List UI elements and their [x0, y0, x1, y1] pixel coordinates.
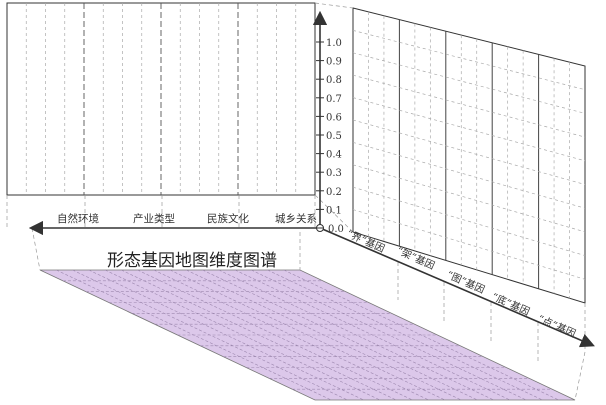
vertical-tick-label: 1.0: [326, 38, 342, 49]
vertical-tick-label: 0.5: [326, 131, 342, 142]
floor-grid-line: [218, 269, 494, 401]
vertical-axis-ticks: 1.0 0.9 0.8 0.7 0.6 0.5 0.4 0.3 0.2 0.1 0.0: [316, 38, 344, 235]
right-grid-row: [352, 30, 586, 91]
guide-line: [314, 2, 354, 9]
left-panel: [6, 2, 316, 196]
right-grid-row: [352, 74, 586, 138]
vertical-tick-label: 0.6: [326, 112, 342, 123]
right-grid-row: [352, 142, 586, 209]
vertical-tick-label: 0.1: [326, 205, 342, 216]
vertical-tick-label: 0.3: [326, 168, 342, 179]
right-grid-row: [352, 119, 586, 185]
diagram-title: 形态基因地图维度图谱: [107, 251, 277, 271]
diagonal-axis-arrow: [319, 227, 595, 348]
diagonal-axis-label: “底”基因: [490, 290, 532, 318]
diagonal-axis-label: “图”基因: [445, 268, 487, 296]
diagonal-axis-label: “界”基因: [345, 227, 387, 255]
left-axis-label: 城乡关系: [275, 212, 317, 225]
left-panel-grid: [25, 3, 297, 195]
left-axis-label: 自然环境: [57, 212, 99, 225]
left-axis-label: 产业类型: [133, 212, 175, 225]
projection-guides: [6, 2, 586, 401]
floor-grid-line: [153, 269, 429, 401]
guide-line: [314, 194, 354, 233]
left-axis-label: 民族文化: [207, 212, 249, 225]
right-panel-grid: [352, 11, 586, 299]
diagonal-axis-label: “架”基因: [395, 244, 437, 272]
guide-line: [574, 351, 586, 401]
floor-grid-line: [283, 269, 559, 401]
vertical-tick-label: 0.8: [326, 75, 342, 86]
floor-plane: [39, 269, 576, 401]
left-axis-labels: 自然环境 产业类型 民族文化 城乡关系: [57, 212, 317, 225]
right-grid-row: [352, 52, 586, 114]
right-grid-row: [352, 186, 586, 256]
right-panel: [352, 7, 586, 304]
vertical-tick-label: 0.4: [326, 150, 342, 161]
right-grid-row: [352, 97, 586, 162]
vertical-tick-label: 0.7: [326, 94, 342, 105]
guide-line: [31, 227, 41, 271]
vertical-tick-label: 0.9: [326, 57, 342, 68]
right-grid-row: [352, 164, 586, 233]
right-grid-row: [352, 209, 586, 280]
floor-grid-line: [88, 269, 364, 401]
vertical-tick-label: 0.0: [328, 224, 344, 235]
floor-grid: [56, 269, 559, 401]
diagonal-axis-label: “点”基因: [536, 312, 578, 340]
vertical-tick-label: 0.2: [326, 187, 342, 198]
